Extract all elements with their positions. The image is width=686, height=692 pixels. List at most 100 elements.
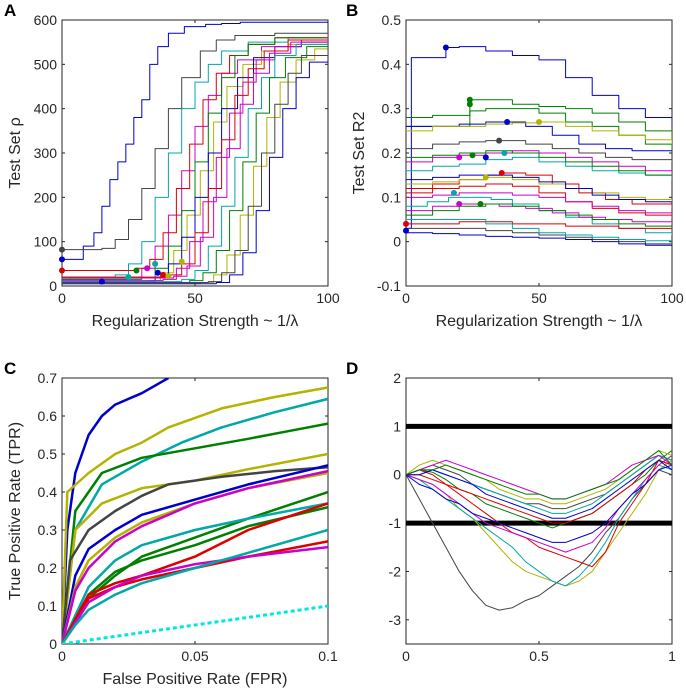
chart0-xtick-label: 0	[58, 290, 66, 306]
chart1-max-marker	[496, 137, 503, 144]
chart1-max-marker	[450, 189, 457, 196]
chart2-series-line	[62, 466, 328, 644]
chart3-series-line	[406, 459, 672, 519]
chart3-ytick-label: 2	[393, 370, 401, 386]
panel-b: 0 50 100-0.100.10.20.30.40.5Regularization…	[351, 12, 684, 330]
chart1-ytick-label: 0.2	[382, 145, 402, 161]
chart0-max-marker	[152, 260, 159, 267]
chart2-plot-area	[62, 378, 328, 644]
chart0-ytick-label: 600	[34, 12, 58, 28]
chart0-series-line	[62, 33, 328, 278]
chart3-ytick-label: -1	[389, 515, 402, 531]
chart2-series-line	[62, 397, 328, 644]
chart1-series-line	[406, 108, 672, 153]
chart1-max-marker	[482, 154, 489, 161]
panel-letter-d: D	[346, 359, 358, 378]
chart1-series-line	[406, 192, 672, 216]
chart0-ytick-label: 0	[49, 278, 57, 294]
panel-c: 0 0.05 0.1 0 0.1 0.2 0.3 0.4 0.5 0.6 0.7 False Posi…	[7, 370, 338, 688]
chart3-series-line	[406, 450, 672, 529]
chart0-series-line	[62, 21, 328, 260]
chart0-series-line	[62, 37, 328, 282]
chart2-series-line	[62, 422, 328, 644]
chart1-series-line	[406, 232, 672, 247]
chart3-xtick-label: 0.5	[529, 648, 549, 664]
chart0-series-line	[62, 46, 328, 285]
chart3-xtick-label: 0	[402, 648, 410, 664]
chart1-series-line	[406, 121, 672, 152]
chart0-ytick-label: 100	[34, 234, 58, 250]
chart2-series-line	[62, 452, 328, 644]
chart2-ytick-label: 0.5	[38, 446, 58, 462]
chart3-ytick-label: -2	[389, 563, 402, 579]
chart0-series-line	[62, 44, 328, 283]
chart2-series-line	[62, 469, 328, 644]
chart3-axes-box	[405, 377, 673, 645]
chart1-max-marker	[403, 220, 409, 227]
chart1-series-line	[406, 156, 672, 178]
chart1-xtick-label: 50	[531, 290, 547, 306]
chart1-ytick-label: 0	[393, 234, 401, 250]
chart3-ytick-label: 1	[393, 418, 401, 434]
chart0-max-marker	[125, 274, 132, 281]
chart2-series-line	[62, 464, 328, 644]
chart1-max-marker	[482, 174, 489, 181]
chart3-series-line	[406, 454, 672, 510]
chart2-ytick-label: 0.6	[38, 408, 58, 424]
chart0-ytick-label: 200	[34, 189, 58, 205]
chart1-xtick-label: 0	[402, 290, 410, 306]
chart0-max-marker	[160, 271, 167, 278]
chart1-ytick-label: -0.1	[377, 278, 401, 294]
chart0-max-marker	[98, 278, 105, 285]
chart0-max-marker	[133, 267, 140, 274]
chart1-max-marker	[466, 96, 473, 103]
chart3-series-line	[406, 464, 672, 543]
chart3-series-line	[406, 469, 672, 611]
chart2-ytick-label: 0.1	[38, 598, 58, 614]
chart0-plot-area	[62, 21, 328, 285]
chart1-max-marker	[456, 200, 463, 207]
chart0-max-marker	[154, 269, 161, 276]
chart2-series-line	[62, 545, 328, 644]
chart1-max-marker	[477, 200, 484, 207]
chart3-series-line	[406, 450, 672, 500]
chart2-ylabel: True Positive Rate (TPR)	[7, 422, 24, 600]
chart0-max-marker	[59, 246, 65, 253]
chart2-ytick-label: 0.2	[38, 560, 58, 576]
chart0-series-line	[62, 35, 328, 279]
chart2-ytick-label: 0	[49, 636, 57, 652]
chart1-max-marker	[442, 44, 449, 51]
chart3-ytick-label: -3	[389, 612, 402, 628]
chart3-series-line	[406, 450, 672, 505]
chart3-ytick-label: 0	[393, 467, 401, 483]
chart1-max-marker	[498, 169, 505, 176]
chart1-series-line	[406, 176, 672, 202]
chart0-ytick-label: 300	[34, 145, 58, 161]
chart1-ylabel: Test Set R2	[351, 112, 368, 195]
chart1-series-line	[406, 221, 672, 229]
chart1-xtick-label: 100	[660, 290, 684, 306]
chart2-xlabel: False Positive Rate (FPR)	[103, 671, 288, 688]
chart3-series-line	[406, 454, 672, 500]
chart1-max-marker	[504, 118, 511, 125]
chart1-ytick-label: 0.4	[382, 56, 402, 72]
chart3-series-line	[406, 459, 672, 568]
chart0-xlabel: Regularization Strength ~ 1/λ	[92, 313, 299, 330]
chart1-max-marker	[466, 101, 473, 108]
chart1-series-line	[406, 183, 672, 218]
chart1-xlabel: Regularization Strength ~ 1/λ	[436, 313, 643, 330]
chart1-series-line	[406, 121, 672, 145]
chart2-xtick-label: 0.05	[181, 648, 208, 664]
chart1-series-line	[406, 219, 672, 242]
chart0-series-line	[62, 31, 328, 251]
chart0-series-line	[62, 59, 328, 285]
chart3-series-line	[406, 459, 672, 587]
chart1-max-marker	[456, 154, 463, 161]
chart0-max-marker	[144, 265, 151, 272]
chart0-ytick-label: 500	[34, 56, 58, 72]
chart1-series-line	[406, 46, 672, 229]
chart1-max-marker	[469, 152, 476, 159]
panel-a: 0 50 100 0 100 200 300 400 500 600 Regularization …	[7, 12, 340, 330]
chart0-max-marker	[165, 273, 172, 280]
